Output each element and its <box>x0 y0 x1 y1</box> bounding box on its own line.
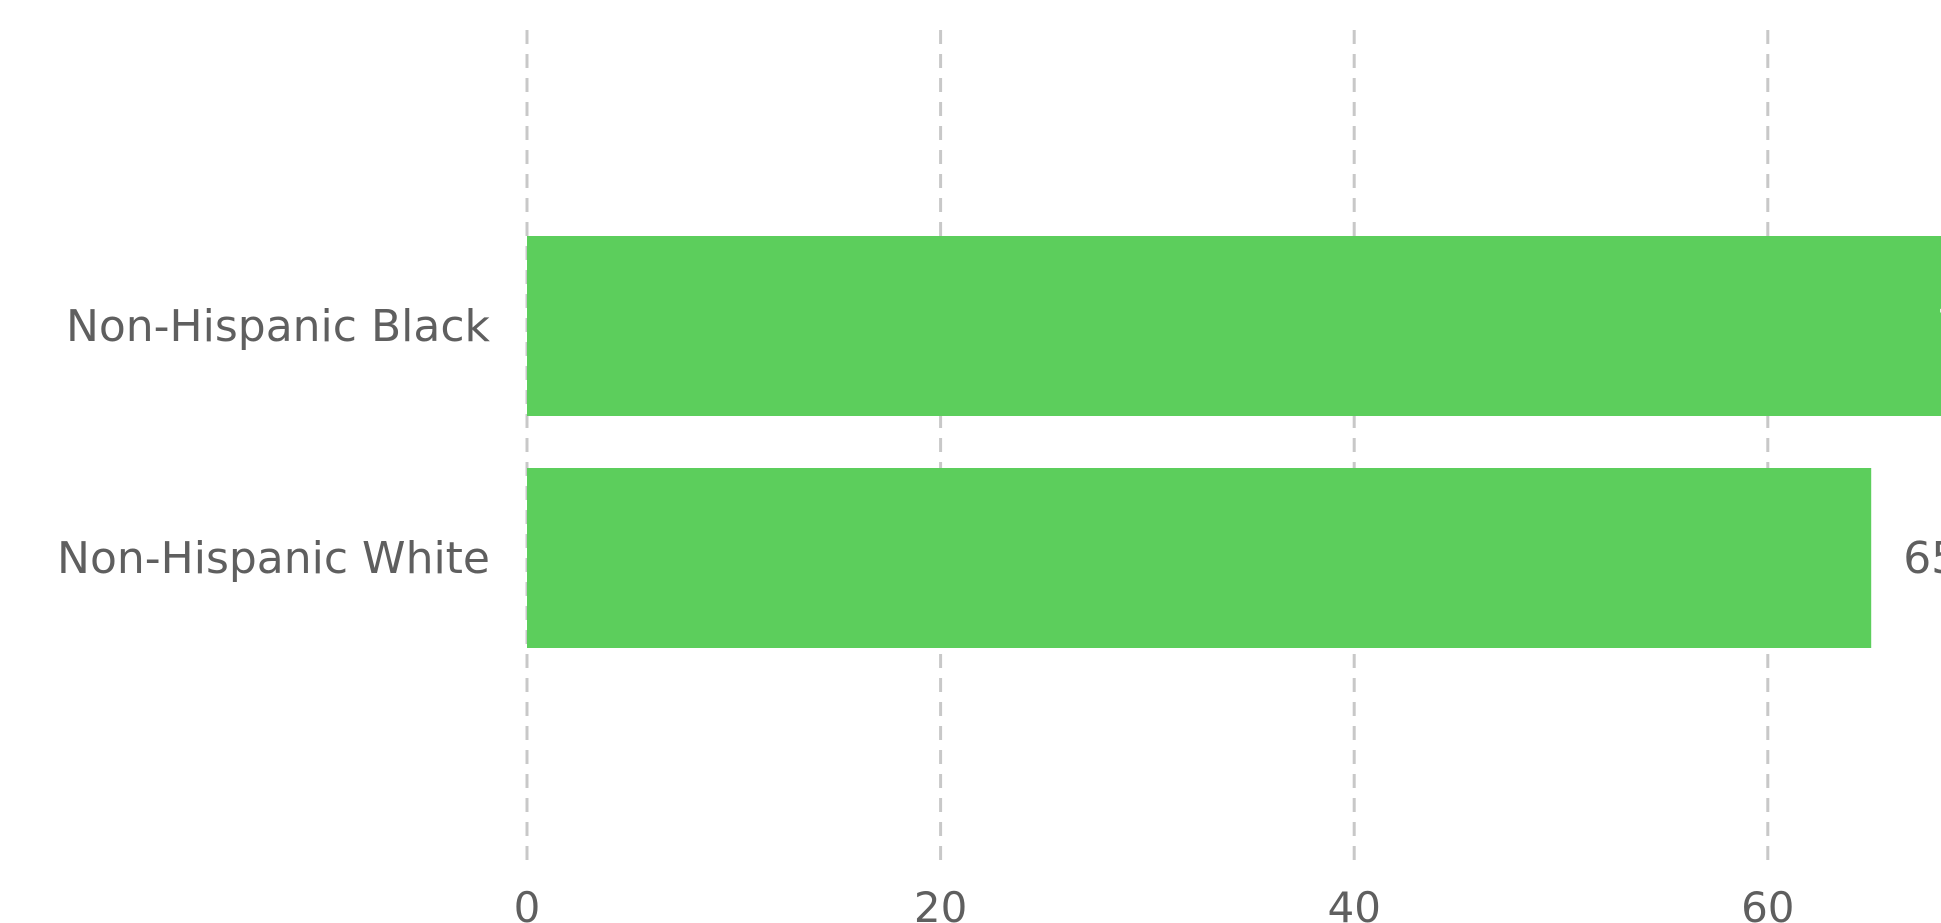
value-labels: 70 65 <box>1903 301 1941 584</box>
bars <box>527 236 1941 648</box>
value-label-1: 70 <box>1937 301 1941 352</box>
category-label-1: Non-Hispanic Black <box>66 301 491 352</box>
bar-2 <box>527 468 1872 648</box>
grid-lines <box>525 30 1770 870</box>
category-labels: Non-Hispanic Black Non-Hispanic White <box>57 301 490 584</box>
x-axis-ticks: 0 20 40 60 <box>514 883 1795 923</box>
x-tick-label-60: 60 <box>1741 883 1794 923</box>
category-label-2: Non-Hispanic White <box>57 533 490 584</box>
bar-1 <box>527 236 1941 416</box>
x-tick-label-0: 0 <box>514 883 541 923</box>
value-label-2: 65 <box>1903 533 1941 584</box>
x-tick-label-40: 40 <box>1327 883 1380 923</box>
x-tick-label-20: 20 <box>914 883 967 923</box>
